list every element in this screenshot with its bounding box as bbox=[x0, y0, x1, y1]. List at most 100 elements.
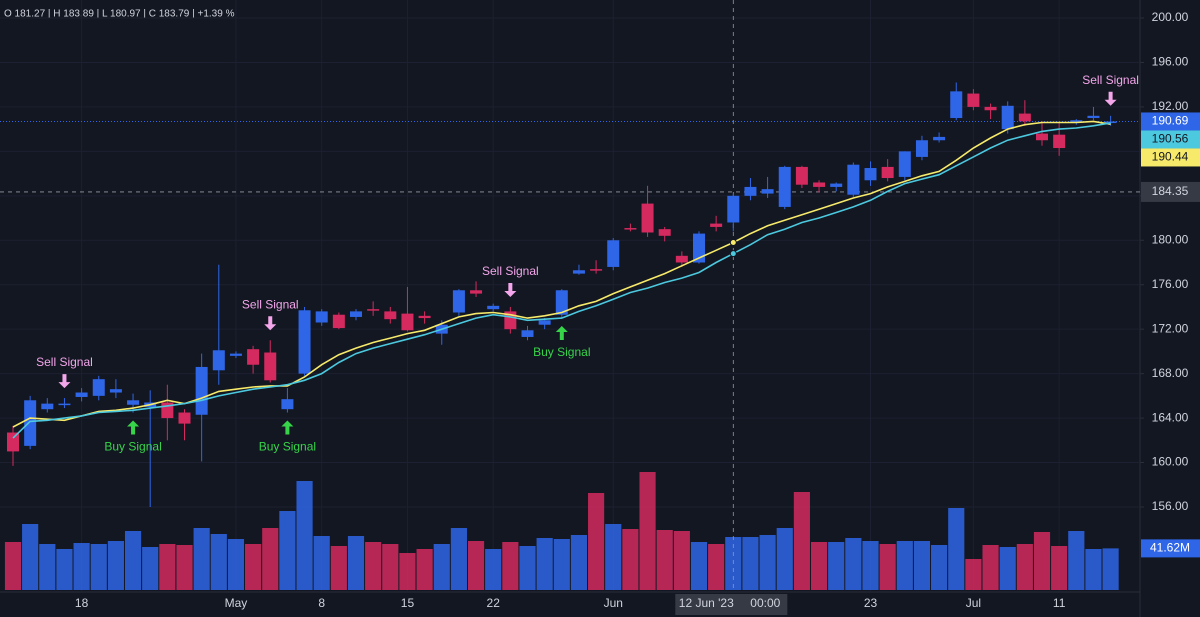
volume-bar bbox=[365, 542, 382, 590]
volume-marker-label: 41.62M bbox=[1150, 541, 1190, 555]
volume-bar bbox=[759, 535, 776, 590]
candle-body bbox=[538, 320, 551, 325]
x-tick-label: 23 bbox=[864, 596, 878, 610]
sell-arrow bbox=[1104, 91, 1117, 106]
volume-bar bbox=[193, 528, 210, 590]
buy-arrow bbox=[127, 420, 140, 435]
y-tick-label: 196.00 bbox=[1152, 55, 1189, 69]
candle-body bbox=[1036, 133, 1048, 141]
volume-bar bbox=[124, 531, 142, 590]
candle-body bbox=[212, 350, 225, 371]
volume-bar bbox=[828, 542, 845, 590]
candle-body bbox=[92, 379, 105, 396]
volume-bar bbox=[347, 536, 365, 590]
candle-body bbox=[401, 313, 414, 331]
crosshair-point bbox=[729, 238, 737, 246]
buy-signal-label: Buy Signal bbox=[533, 345, 590, 359]
candle-body bbox=[933, 136, 946, 141]
volume-bar bbox=[982, 545, 999, 590]
volume-bar bbox=[1085, 549, 1102, 590]
volume-bar bbox=[56, 549, 73, 590]
volume-bar bbox=[467, 541, 485, 590]
candle-body bbox=[984, 106, 997, 111]
x-tick-label: 8 bbox=[318, 596, 325, 610]
candle-body bbox=[298, 310, 311, 374]
candle-body bbox=[247, 349, 260, 365]
candle-body bbox=[658, 229, 671, 236]
crosshair-time-box bbox=[675, 594, 788, 615]
sell-signal-label: Sell Signal bbox=[482, 264, 539, 278]
price-marker bbox=[1141, 112, 1200, 131]
candle-body bbox=[195, 366, 208, 415]
volume-bar bbox=[399, 553, 416, 590]
crosshair-date-label: 12 Jun '23 bbox=[679, 596, 734, 610]
volume-bar bbox=[330, 546, 347, 590]
volume-bar bbox=[931, 545, 948, 590]
volume-bar bbox=[262, 528, 279, 590]
volume-bar bbox=[639, 472, 656, 590]
sell-signal-label: Sell Signal bbox=[1082, 73, 1139, 87]
candle-body bbox=[915, 140, 928, 157]
volume-bar bbox=[210, 534, 227, 590]
candle-body bbox=[281, 399, 294, 410]
candle-body bbox=[727, 195, 740, 223]
ohlc-header: O 181.27 | H 183.89 | L 180.97 | C 183.7… bbox=[4, 9, 235, 20]
volume-bar bbox=[245, 544, 262, 590]
price-marker-label: 190.69 bbox=[1152, 114, 1189, 128]
volume-bar bbox=[605, 524, 622, 590]
candle-body bbox=[710, 223, 723, 227]
candle-body bbox=[470, 290, 483, 294]
candle-body bbox=[641, 203, 654, 233]
volume-bar bbox=[4, 542, 22, 590]
volume-bar bbox=[159, 544, 176, 590]
candle-body bbox=[58, 403, 71, 406]
candle-body bbox=[881, 166, 894, 179]
volume-bar bbox=[896, 541, 913, 590]
volume-bar bbox=[948, 508, 965, 590]
volume-bar bbox=[776, 528, 793, 590]
sell-arrow bbox=[504, 282, 517, 297]
crosshair-point bbox=[729, 250, 737, 258]
candle-body bbox=[1001, 105, 1014, 130]
volume-bar bbox=[296, 481, 313, 590]
volume-bar bbox=[519, 546, 536, 590]
candle-body bbox=[624, 228, 637, 230]
y-tick-label: 168.00 bbox=[1152, 366, 1189, 380]
candle-body bbox=[350, 311, 362, 317]
candle-body bbox=[778, 166, 791, 207]
buy-signal-label: Buy Signal bbox=[104, 440, 161, 454]
candle-body bbox=[1053, 134, 1066, 149]
volume-bar bbox=[450, 528, 467, 590]
sell-arrow bbox=[264, 316, 277, 331]
volume-bar bbox=[279, 511, 296, 590]
volume-bar bbox=[433, 544, 450, 590]
volume-bar bbox=[553, 539, 570, 590]
candle-body bbox=[572, 270, 585, 274]
volume-bar bbox=[313, 536, 330, 590]
candle-body bbox=[590, 269, 603, 271]
volume-bar bbox=[1033, 532, 1051, 590]
candle-body bbox=[315, 311, 328, 323]
crosshair-time-label: 00:00 bbox=[750, 596, 780, 610]
price-marker-label: 190.44 bbox=[1152, 150, 1189, 164]
candle-body bbox=[967, 93, 980, 107]
candle-body bbox=[1018, 113, 1031, 122]
volume-bar bbox=[862, 541, 879, 590]
volume-bar bbox=[742, 537, 759, 590]
volume-bar bbox=[1102, 548, 1119, 590]
candle-body bbox=[229, 353, 242, 356]
candle-body bbox=[367, 309, 380, 311]
volume-bar bbox=[416, 549, 433, 590]
candle-body bbox=[109, 389, 122, 393]
buy-signal-label: Buy Signal bbox=[259, 440, 316, 454]
candle-body bbox=[864, 168, 877, 181]
buy-arrow bbox=[555, 326, 568, 341]
y-tick-label: 156.00 bbox=[1152, 499, 1189, 513]
volume-bar bbox=[656, 530, 673, 590]
volume-bar bbox=[382, 544, 399, 590]
volume-bar bbox=[845, 538, 862, 590]
sell-signal-label: Sell Signal bbox=[36, 355, 93, 369]
candle-body bbox=[75, 392, 88, 397]
sell-signal-label: Sell Signal bbox=[242, 297, 299, 311]
candle-body bbox=[1104, 121, 1117, 124]
